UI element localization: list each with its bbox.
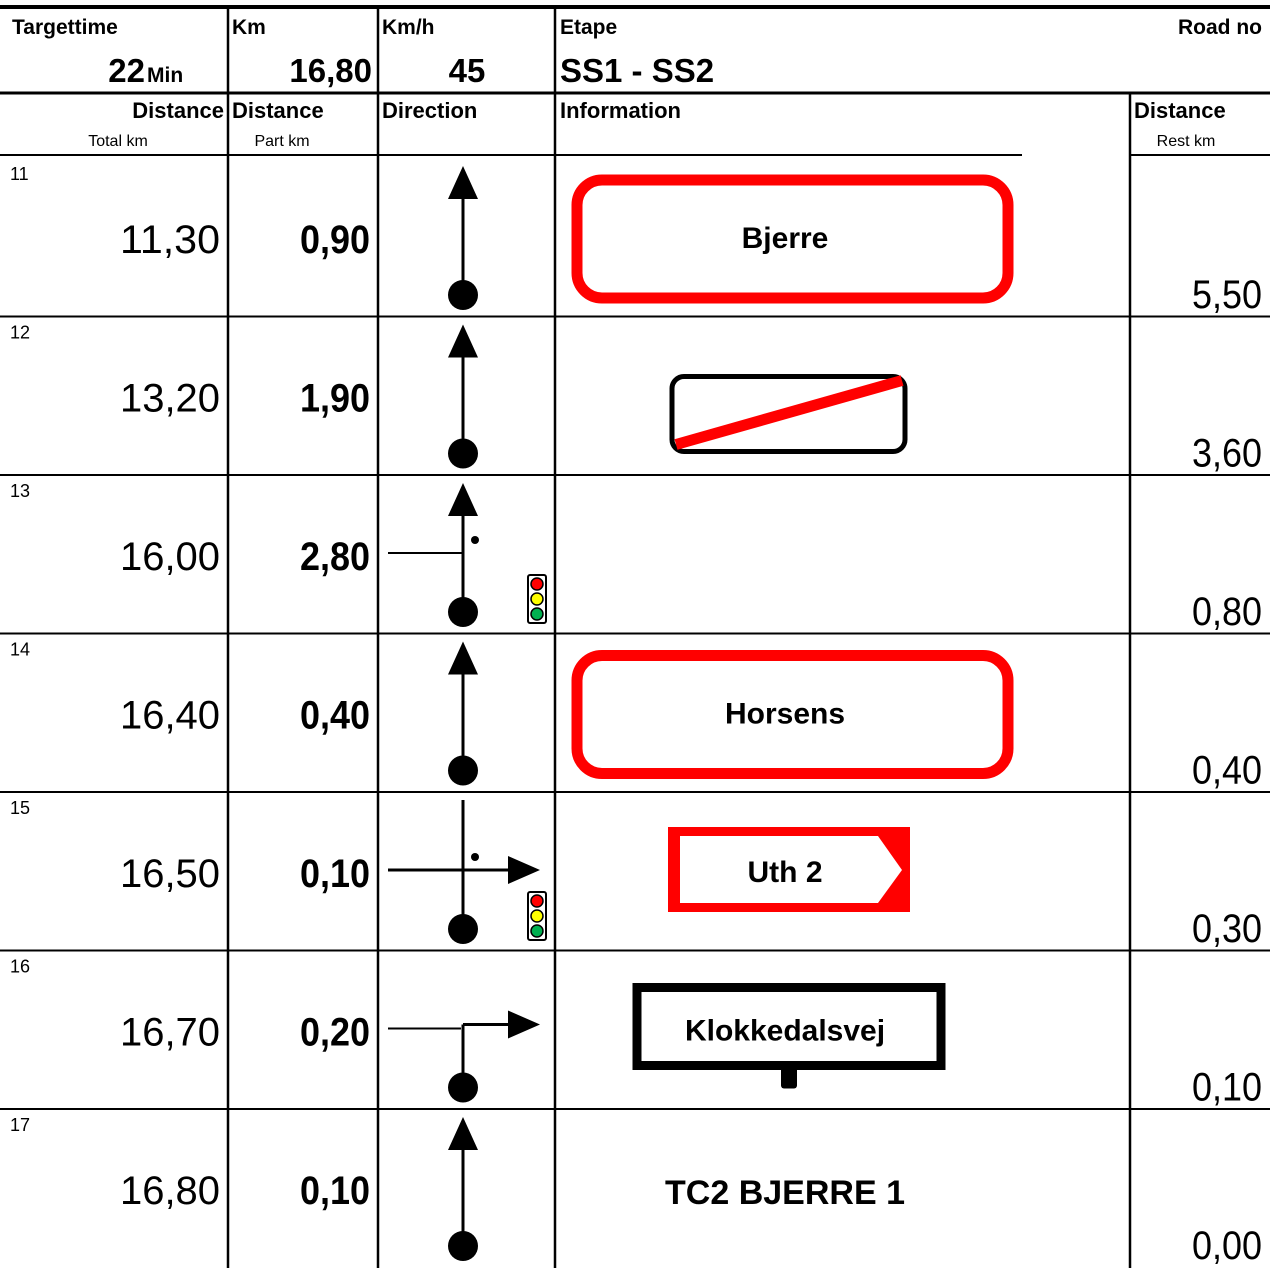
row-number: 12 xyxy=(10,323,30,343)
row-number: 13 xyxy=(10,481,30,501)
arrow-head xyxy=(448,324,478,358)
total-distance: 11,30 xyxy=(120,218,220,262)
rest-distance: 0,40 xyxy=(1192,749,1262,793)
arrow-head xyxy=(508,856,540,884)
row-number: 14 xyxy=(10,640,30,660)
arrow-head xyxy=(448,1117,478,1150)
row-number: 11 xyxy=(10,164,29,184)
direction-sign-inner xyxy=(680,836,902,903)
label: Km/h xyxy=(382,16,435,39)
traffic-lamp xyxy=(530,909,544,923)
end-stripe xyxy=(674,375,904,450)
part-distance: 1,90 xyxy=(300,377,370,421)
dot xyxy=(471,536,479,544)
traffic-lamp xyxy=(530,592,544,606)
total-distance: 13,20 xyxy=(120,377,220,421)
rest-distance: 3,60 xyxy=(1192,432,1262,476)
label: Km xyxy=(232,16,266,39)
part-distance: 0,40 xyxy=(300,694,370,738)
col-title: Distance xyxy=(1134,98,1226,123)
town-sign xyxy=(571,174,1014,304)
kmh: 45 xyxy=(449,52,486,89)
rest-distance: 0,30 xyxy=(1192,907,1262,951)
total-distance: 16,40 xyxy=(120,694,220,738)
traffic-lamp xyxy=(530,894,544,908)
part-distance: 0,10 xyxy=(300,1169,370,1213)
part-distance: 0,10 xyxy=(300,852,370,896)
row-number: 17 xyxy=(10,1115,30,1135)
col-title: Distance xyxy=(232,98,324,123)
road-sign xyxy=(632,983,946,1070)
targettime: 22 xyxy=(108,52,145,89)
traffic-lamp xyxy=(530,577,544,591)
arrow-head xyxy=(448,483,478,516)
rest-distance: 0,80 xyxy=(1192,590,1262,634)
row-number: 15 xyxy=(10,798,30,818)
col-subtitle: Part km xyxy=(254,133,309,150)
total-distance: 16,80 xyxy=(120,1169,220,1213)
total-distance: 16,70 xyxy=(120,1011,220,1055)
col-title: Direction xyxy=(382,98,477,123)
label: Targettime xyxy=(12,16,118,39)
rest-distance: 5,50 xyxy=(1192,273,1262,317)
col-title: Information xyxy=(560,98,681,123)
town-sign xyxy=(571,650,1014,779)
row-number: 16 xyxy=(10,957,30,977)
total-distance: 16,50 xyxy=(120,852,220,896)
etape: SS1 - SS2 xyxy=(560,52,714,89)
arrow-head xyxy=(448,166,478,199)
traffic-lamp xyxy=(530,607,544,621)
info-text: Bjerre xyxy=(742,222,829,255)
traffic-lamp xyxy=(530,924,544,938)
km: 16,80 xyxy=(289,52,372,89)
label: Etape xyxy=(560,16,617,39)
arrow-head xyxy=(448,641,478,675)
part-distance: 0,90 xyxy=(300,218,370,262)
col-title: Distance xyxy=(132,98,224,123)
dot xyxy=(471,853,479,861)
rest-distance: 0,10 xyxy=(1192,1066,1262,1110)
targettime-unit: Min xyxy=(147,64,183,87)
part-distance: 2,80 xyxy=(300,535,370,579)
total-distance: 16,00 xyxy=(120,535,220,579)
info-text: Horsens xyxy=(725,698,845,731)
label: Road no xyxy=(1178,16,1262,39)
part-distance: 0,20 xyxy=(300,1011,370,1055)
info-text: Klokkedalsvej xyxy=(685,1015,885,1048)
arrow-head xyxy=(508,1010,540,1039)
col-subtitle: Rest km xyxy=(1157,133,1216,150)
rest-distance: 0,00 xyxy=(1192,1224,1262,1268)
col-subtitle: Total km xyxy=(88,133,148,150)
info-text: Uth 2 xyxy=(748,856,823,889)
info-text: TC2 BJERRE 1 xyxy=(665,1174,905,1212)
